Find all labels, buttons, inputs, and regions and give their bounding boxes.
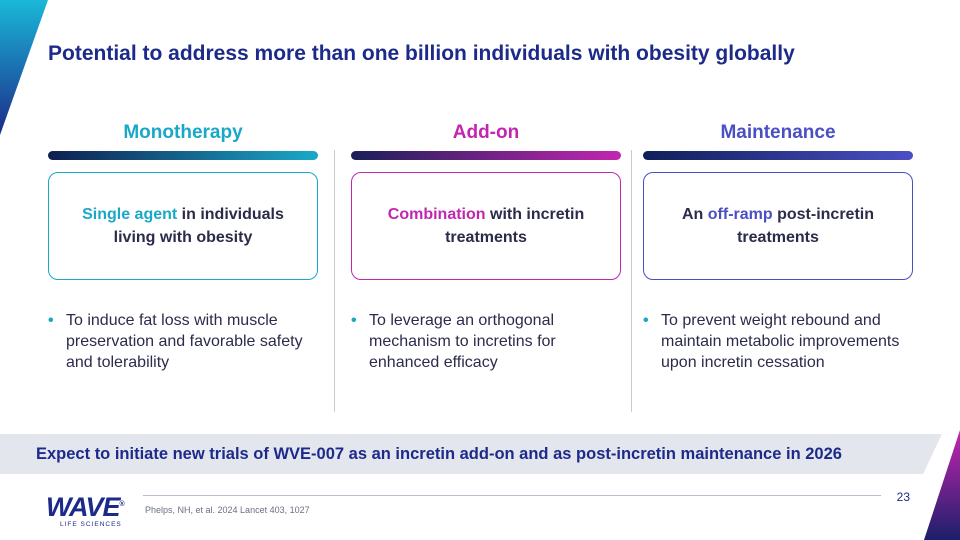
column-divider (631, 150, 632, 412)
box-text: post-incretin treatments (737, 206, 874, 246)
bullet-text: To prevent weight rebound and maintain m… (661, 312, 900, 371)
column-heading: Monotherapy (123, 122, 243, 143)
box-text: in individuals living with obesity (113, 206, 284, 246)
bullet-text: To leverage an orthogonal mechanism to i… (369, 312, 556, 371)
callout-banner-text: Expect to initiate new trials of WVE-007… (36, 445, 842, 463)
footer-rule (143, 495, 881, 496)
gradient-bar (48, 151, 318, 160)
column-divider (334, 150, 335, 412)
box-highlight-text: off-ramp (707, 206, 773, 223)
column-heading: Add-on (452, 122, 520, 143)
corner-accent-bottom-right (924, 430, 960, 540)
box-highlight-text: Combination (387, 206, 486, 223)
citation: Phelps, NH, et al. 2024 Lancet 403, 1027 (145, 505, 310, 515)
logo-wordmark: WAVE (46, 492, 121, 522)
page-number: 23 (896, 490, 910, 504)
column-add-on: Add-on Combination with incretin treatme… (351, 118, 621, 373)
wave-logo: WAVE® LIFE SCIENCES (46, 491, 130, 528)
bullet-text: To induce fat loss with muscle preservat… (66, 312, 303, 371)
box-highlight-text: Single agent (82, 206, 178, 223)
column-maintenance: Maintenance An off-ramp post-incretin tr… (643, 118, 913, 373)
bullet-item: • To leverage an orthogonal mechanism to… (351, 310, 621, 373)
concept-box: Single agent in individuals living with … (48, 172, 318, 280)
box-lead-text: An (681, 206, 708, 223)
slide-title: Potential to address more than one billi… (48, 42, 795, 65)
bullet-dot-icon: • (643, 312, 649, 329)
column-heading: Maintenance (720, 122, 836, 143)
column-monotherapy: Monotherapy Single agent in individuals … (48, 118, 318, 373)
bullet-dot-icon: • (48, 312, 54, 329)
bullet-item: • To prevent weight rebound and maintain… (643, 310, 913, 373)
callout-banner (0, 434, 942, 474)
concept-box: An off-ramp post-incretin treatments (643, 172, 913, 280)
logo-trademark: ® (119, 501, 125, 508)
bullet-dot-icon: • (351, 312, 357, 329)
gradient-bar (643, 151, 913, 160)
logo-subtitle: LIFE SCIENCES (60, 521, 122, 528)
box-text: with incretin treatments (445, 206, 585, 246)
corner-accent-top-left (0, 0, 48, 135)
concept-box: Combination with incretin treatments (351, 172, 621, 280)
bullet-item: • To induce fat loss with muscle preserv… (48, 310, 318, 373)
gradient-bar (351, 151, 621, 160)
